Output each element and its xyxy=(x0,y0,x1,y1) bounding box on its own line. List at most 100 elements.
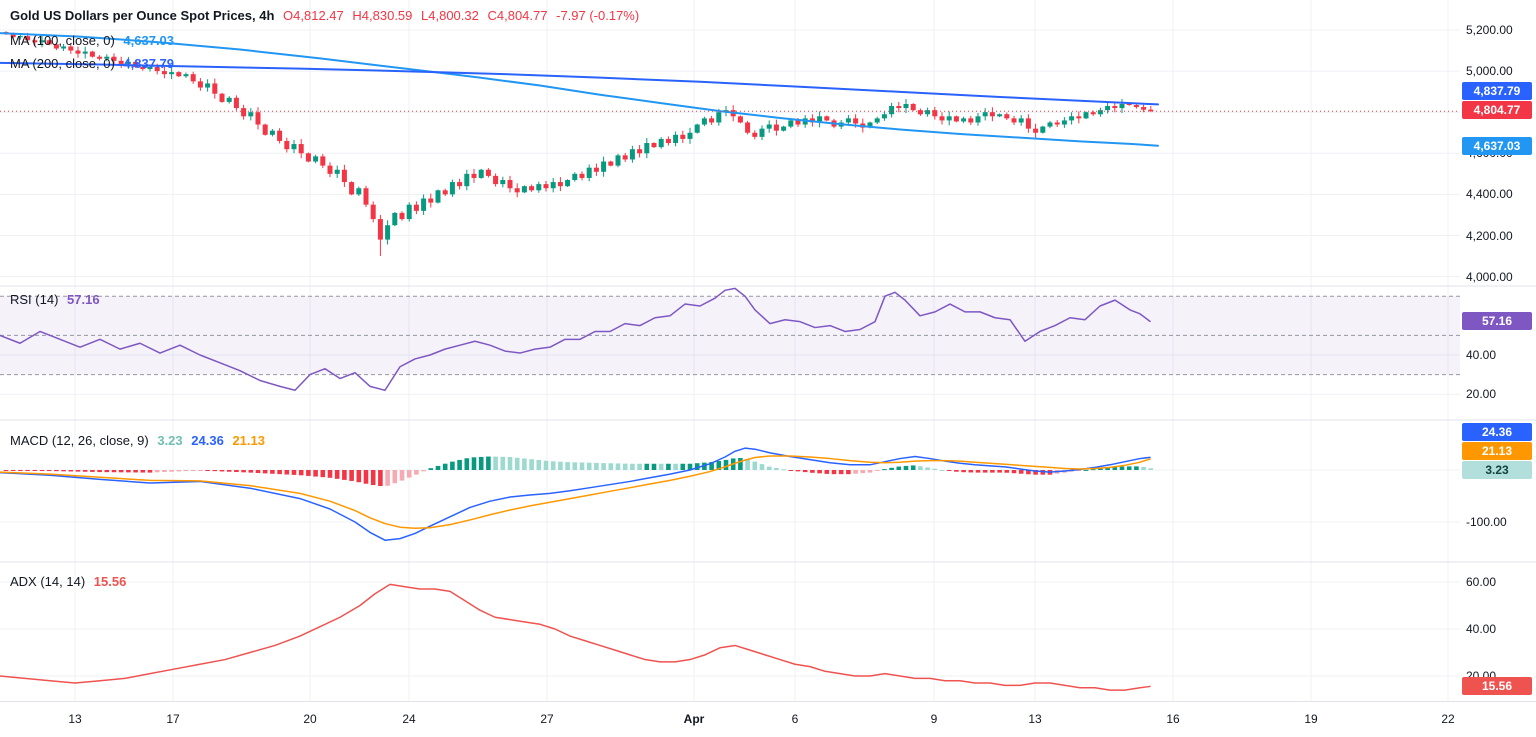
macd-histogram-bar xyxy=(1134,466,1139,470)
macd-histogram-bar xyxy=(1148,468,1154,470)
macd-histogram-bar xyxy=(831,470,837,475)
candle-body xyxy=(313,156,319,162)
macd-histogram-bar xyxy=(90,470,95,472)
macd-histogram-bar xyxy=(248,470,254,473)
candle-body xyxy=(17,36,23,38)
adx-label: ADX (14, 14) xyxy=(10,574,86,589)
macd-histogram-bar xyxy=(522,458,527,470)
open-value: 4,812.47 xyxy=(293,8,344,23)
candle-body xyxy=(32,40,38,43)
candle-body xyxy=(745,122,751,133)
rsi-legend[interactable]: RSI (14) 57.16 xyxy=(10,292,105,307)
macd-histogram-bar xyxy=(471,457,477,470)
macd-histogram-bar xyxy=(1026,470,1031,475)
symbol-legend[interactable]: Gold US Dollars per Ounce Spot Prices, 4… xyxy=(10,8,644,23)
adx-legend[interactable]: ADX (14, 14) 15.56 xyxy=(10,574,131,589)
macd-histogram-bar xyxy=(651,463,657,470)
macd-line-value: 24.36 xyxy=(191,433,224,448)
ma100-label: MA (100, close, 0) xyxy=(10,33,115,48)
macd-histogram-bar xyxy=(306,470,311,476)
macd-signal-line xyxy=(0,455,1151,529)
macd-histogram-bar xyxy=(212,470,218,472)
macd-histogram-bar xyxy=(918,466,923,470)
time-axis-label: 6 xyxy=(791,712,799,726)
macd-histogram-bar xyxy=(414,470,419,475)
macd-histogram-bar xyxy=(75,470,81,472)
macd-histogram-bar xyxy=(190,470,196,471)
candle-body xyxy=(694,124,700,133)
candle-body xyxy=(341,169,347,183)
macd-histogram-bar xyxy=(126,470,131,473)
macd-histogram-bar xyxy=(968,470,974,473)
candle-body xyxy=(975,116,981,123)
adx-line xyxy=(0,583,1151,691)
candle-body xyxy=(428,198,434,203)
macd-histogram-bar xyxy=(118,470,124,473)
candle-body xyxy=(658,138,664,148)
candle-body xyxy=(1061,120,1067,125)
candle-body xyxy=(392,212,398,226)
high-label: H xyxy=(352,8,362,23)
macd-histogram-bar xyxy=(133,470,138,473)
candle-body xyxy=(1076,116,1082,119)
macd-histogram-bar xyxy=(896,466,902,470)
candle-body xyxy=(118,60,124,64)
candle-body xyxy=(961,118,967,122)
candle-body xyxy=(1148,109,1154,112)
candle-body xyxy=(248,112,254,117)
ma100-line xyxy=(0,32,1159,147)
candle-body xyxy=(97,56,103,59)
candle-body xyxy=(176,72,182,77)
high-value: 4,830.59 xyxy=(361,8,413,23)
macd-histogram-bar xyxy=(176,470,182,472)
macd-histogram-bar xyxy=(500,456,506,470)
candle-body xyxy=(349,182,355,195)
macd-histogram-bar xyxy=(25,470,30,471)
close-label: C xyxy=(487,8,497,23)
candle-body xyxy=(1047,122,1053,127)
ma100-legend[interactable]: MA (100, close, 0) 4,637.03 xyxy=(10,33,179,48)
macd-histogram-bar xyxy=(961,470,966,473)
rsi-label: RSI (14) xyxy=(10,292,59,307)
ma200-legend[interactable]: MA (200, close, 0) 4,837.79 xyxy=(10,56,179,71)
candle-body xyxy=(529,186,535,191)
macd-histogram-bar xyxy=(147,470,153,473)
time-axis-label: 16 xyxy=(1166,712,1180,726)
candle-body xyxy=(1133,105,1139,108)
macd-histogram-bar xyxy=(795,470,801,472)
macd-histogram-bar xyxy=(255,470,261,474)
macd-histogram-bar xyxy=(1018,470,1024,474)
candle-body xyxy=(39,40,45,43)
macd-histogram-bar xyxy=(838,470,844,475)
macd-histogram-bar xyxy=(241,470,246,473)
candle-body xyxy=(946,116,952,121)
macd-legend[interactable]: MACD (12, 26, close, 9) 3.23 24.36 21.13 xyxy=(10,433,270,448)
candle-body xyxy=(629,149,635,160)
macd-histogram-bar xyxy=(1040,470,1046,475)
macd-histogram-bar xyxy=(514,457,520,470)
candle-body xyxy=(197,81,203,88)
rsi-line xyxy=(0,287,1151,392)
candle-body xyxy=(925,110,931,115)
ma100-value: 4,637.03 xyxy=(123,33,175,48)
candle-body xyxy=(795,120,801,125)
macd-histogram-bar xyxy=(565,462,570,470)
macd-histogram-bar xyxy=(399,470,405,481)
change-value: -7.97 (-0.17%) xyxy=(556,8,640,23)
macd-histogram-bar xyxy=(644,463,650,470)
candle-body xyxy=(320,156,326,166)
macd-histogram-bar xyxy=(543,460,549,470)
candle-body xyxy=(104,56,110,59)
macd-histogram-bar xyxy=(723,459,729,470)
time-axis[interactable]: 13 17 20 24 27 Apr 6 9 13 16 19 22 xyxy=(0,701,1536,737)
candle-body xyxy=(507,180,513,189)
candle-body xyxy=(413,204,419,211)
candle-body xyxy=(752,132,758,137)
candle-body xyxy=(471,173,477,178)
macd-histogram-bar xyxy=(342,470,347,480)
macd-histogram-bar xyxy=(781,469,786,471)
candle-body xyxy=(896,106,902,109)
macd-histogram-bar xyxy=(183,470,189,472)
